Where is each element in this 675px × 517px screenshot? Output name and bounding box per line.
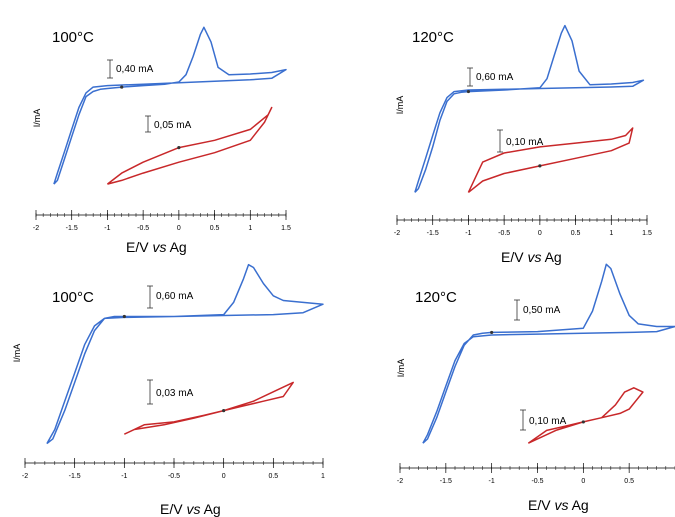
scale-bar-label: 0,03 mA bbox=[156, 388, 194, 399]
temperature-label: 100°C bbox=[52, 29, 94, 46]
x-tick-label: -1.5 bbox=[440, 478, 452, 485]
x-tick-label: 1 bbox=[321, 473, 325, 480]
y-axis-label: I/mA bbox=[12, 344, 22, 363]
scale-bar-label: 0,60 mA bbox=[476, 72, 514, 83]
x-axis-label: E/V vs Ag bbox=[501, 249, 562, 265]
sweep-direction-marker bbox=[490, 330, 494, 335]
x-tick-label: 1 bbox=[609, 230, 613, 237]
scale-bar-label: 0,10 mA bbox=[506, 137, 544, 148]
x-tick-label: -1.5 bbox=[69, 473, 81, 480]
sweep-direction-marker bbox=[177, 146, 181, 150]
chart-svg-bottom-left: 100°C I/mA -2 -1.5 -1 -0.5 0 0.5 1 E/V vs Ag 0,60 … bbox=[12, 263, 325, 517]
x-tick-label: -1 bbox=[465, 230, 471, 237]
red-cv-trace bbox=[527, 387, 644, 444]
chart-panel-top-left: 100°C I/mA -2 -1.5 -1 -0.5 0 0.5 1 1.5 E/V vs Ag 0,… bbox=[0, 0, 330, 265]
sweep-direction-marker bbox=[538, 164, 542, 168]
x-tick-label: -2 bbox=[394, 230, 400, 237]
y-axis-label: I/mA bbox=[396, 359, 406, 378]
x-tick-label: -0.5 bbox=[137, 225, 149, 232]
x-tick-label: -0.5 bbox=[498, 230, 510, 237]
scale-bar-label: 0,05 mA bbox=[154, 120, 192, 131]
x-axis-label: E/V vs Ag bbox=[528, 497, 589, 513]
x-tick-label: -1 bbox=[121, 473, 127, 480]
x-axis-label: E/V vs Ag bbox=[160, 501, 221, 517]
x-tick-label: -0.5 bbox=[168, 473, 180, 480]
sweep-direction-marker bbox=[120, 85, 124, 89]
blue-cv-trace bbox=[422, 263, 675, 444]
red-cv-trace bbox=[123, 381, 294, 435]
x-tick-label: -2 bbox=[397, 478, 403, 485]
x-tick-label: 0 bbox=[581, 478, 585, 485]
scale-bar-label: 0,40 mA bbox=[116, 64, 154, 75]
x-tick-label: -2 bbox=[22, 473, 28, 480]
x-tick-label: 0.5 bbox=[624, 478, 634, 485]
x-tick-label: -1 bbox=[104, 225, 110, 232]
x-tick-label: -1.5 bbox=[66, 225, 78, 232]
scale-bar-label: 0,60 mA bbox=[156, 291, 194, 302]
x-tick-label: 0.5 bbox=[571, 230, 581, 237]
scale-bar-label: 0,50 mA bbox=[523, 305, 561, 316]
scale-bar-label: 0,10 mA bbox=[529, 416, 567, 427]
chart-panel-top-right: 120°C I/mA -2 -1.5 -1 -0.5 0 0.5 1 1.5 E/V vs Ag 0,… bbox=[345, 0, 675, 265]
x-tick-label: 1 bbox=[248, 225, 252, 232]
red-cv-trace bbox=[467, 127, 634, 193]
x-tick-label: 0 bbox=[538, 230, 542, 237]
x-tick-label: -1 bbox=[489, 478, 495, 485]
chart-svg-bottom-right: 120°C I/mA -2 -1.5 -1 -0.5 0 0.5 E/V vs Ag 0,50 m… bbox=[396, 263, 675, 513]
sweep-direction-marker bbox=[222, 409, 226, 413]
x-axis-label: E/V vs Ag bbox=[126, 239, 187, 255]
blue-cv-trace bbox=[414, 24, 645, 193]
y-axis-label: I/mA bbox=[395, 96, 405, 115]
x-tick-label: 0 bbox=[177, 225, 181, 232]
temperature-label: 100°C bbox=[52, 289, 94, 306]
chart-panel-bottom-left: 100°C I/mA -2 -1.5 -1 -0.5 0 0.5 1 E/V vs Ag 0,60 … bbox=[0, 258, 335, 517]
chart-svg-top-right: 120°C I/mA -2 -1.5 -1 -0.5 0 0.5 1 1.5 E/V vs Ag 0,… bbox=[394, 24, 652, 265]
x-tick-label: -0.5 bbox=[531, 478, 543, 485]
temperature-label: 120°C bbox=[412, 29, 454, 46]
y-axis-label: I/mA bbox=[32, 109, 42, 128]
x-tick-label: 1.5 bbox=[281, 225, 291, 232]
sweep-direction-marker bbox=[466, 89, 471, 94]
chart-svg-top-left: 100°C I/mA -2 -1.5 -1 -0.5 0 0.5 1 1.5 E/V vs Ag 0,… bbox=[32, 26, 291, 255]
sweep-direction-marker bbox=[122, 314, 126, 319]
sweep-direction-marker bbox=[581, 420, 585, 424]
x-tick-label: 0.5 bbox=[210, 225, 220, 232]
x-tick-label: -1.5 bbox=[427, 230, 439, 237]
temperature-label: 120°C bbox=[415, 289, 457, 306]
x-tick-label: -2 bbox=[33, 225, 39, 232]
x-tick-label: 0.5 bbox=[268, 473, 278, 480]
chart-panel-bottom-right: 120°C I/mA -2 -1.5 -1 -0.5 0 0.5 E/V vs Ag 0,50 m… bbox=[345, 258, 675, 517]
x-tick-label: 0 bbox=[222, 473, 226, 480]
red-cv-trace bbox=[106, 106, 273, 185]
x-tick-label: 1.5 bbox=[642, 230, 652, 237]
blue-cv-trace bbox=[46, 263, 324, 445]
blue-cv-trace bbox=[53, 26, 287, 185]
